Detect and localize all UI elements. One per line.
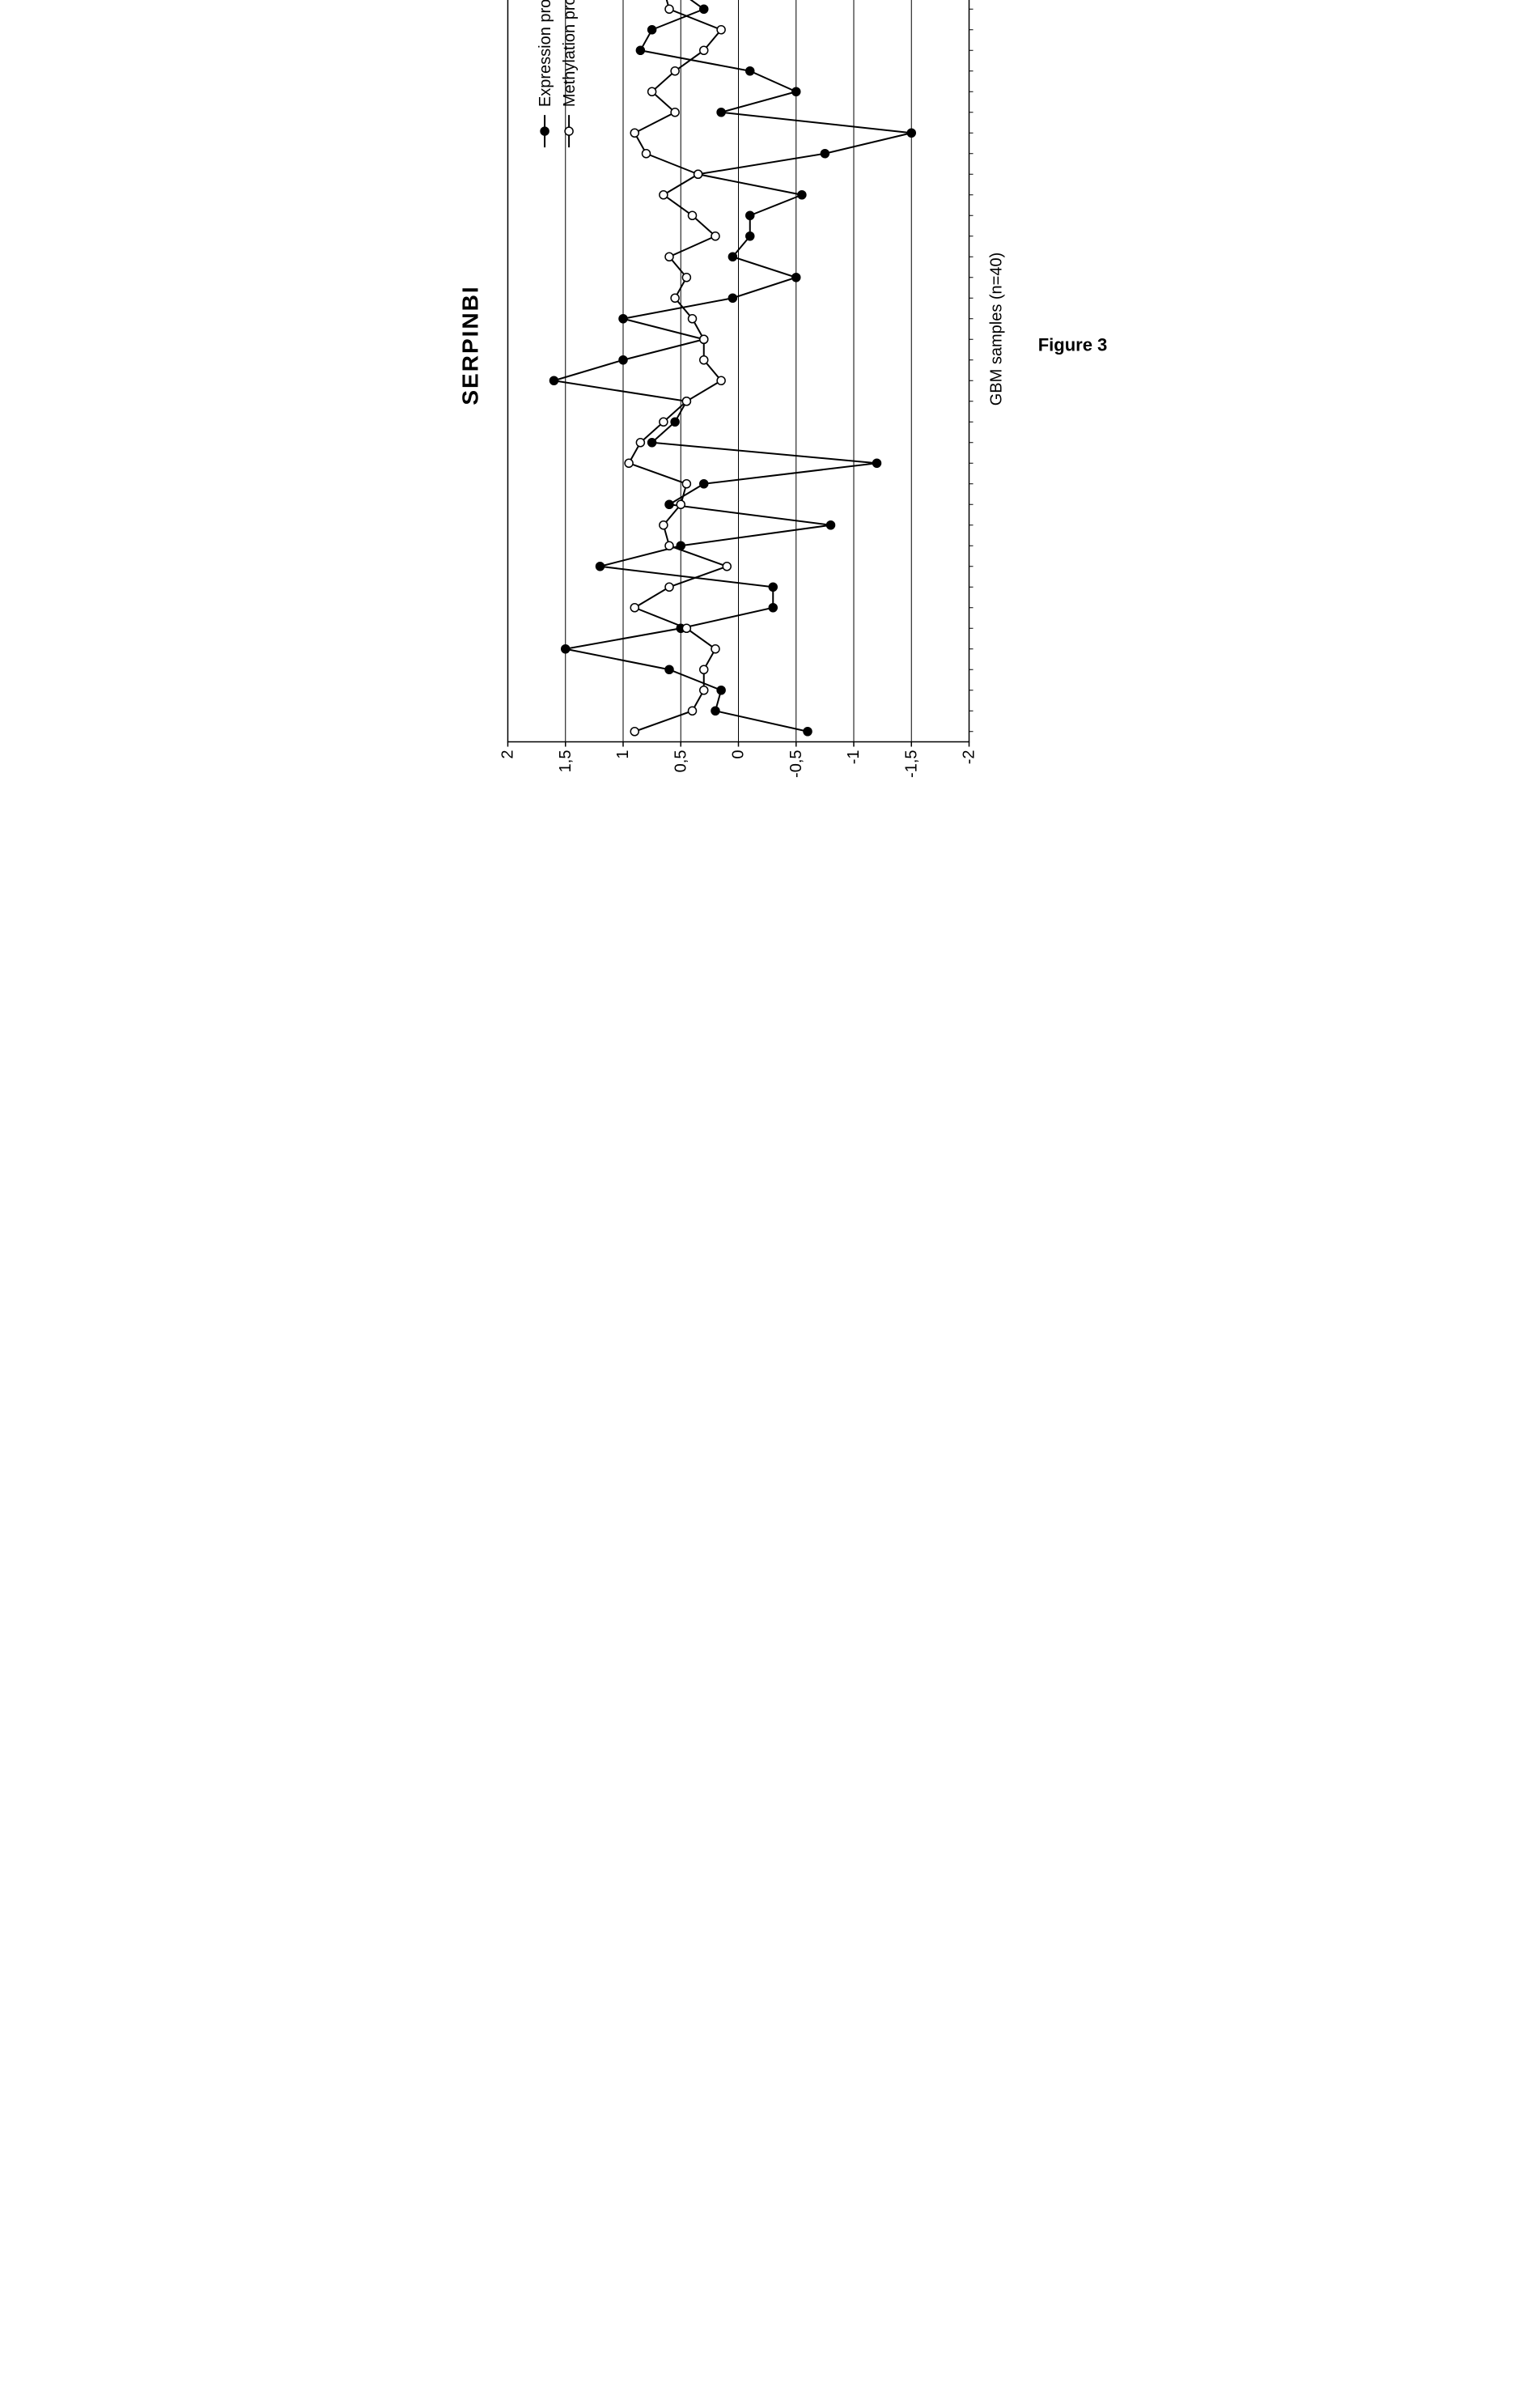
svg-text:-1: -1 [845,750,863,765]
figure-caption: Figure 3 [1037,335,1107,356]
svg-text:-0,5: -0,5 [787,750,804,778]
svg-text:0: 0 [729,750,747,759]
chart-plot-area: -2 -1,5 -1 -0,5 0 0,5 1 1,5 2 GBM samples (n=40) E… [491,0,1021,791]
svg-text:Methylation profile: Methylation profile [561,0,579,107]
svg-text:1,5: 1,5 [556,750,574,773]
svg-text:GBM samples (n=40): GBM samples (n=40) [987,253,1005,406]
figure-container: SERPINBI -2 -1,5 -1 -0,5 0 0,5 1 1,5 2 GBM sample… [457,0,1083,791]
svg-text:1: 1 [614,750,632,759]
svg-text:0,5: 0,5 [672,750,689,773]
chart-svg: -2 -1,5 -1 -0,5 0 0,5 1 1,5 2 GBM samples (n=40) E… [491,0,1017,791]
svg-text:2: 2 [498,750,516,759]
svg-text:-2: -2 [960,750,978,765]
chart-title: SERPINBI [457,285,483,405]
svg-text:Expression profile: Expression profile [537,0,554,107]
svg-text:-1,5: -1,5 [902,750,920,778]
